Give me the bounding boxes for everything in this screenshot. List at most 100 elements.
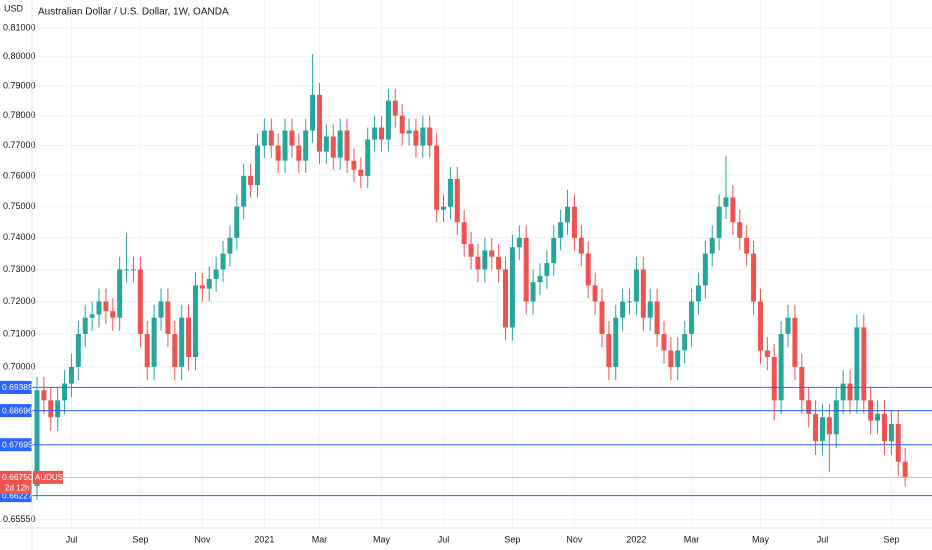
x-tick-label: 2022: [626, 534, 646, 544]
candle-body: [241, 175, 247, 207]
candle-body: [737, 222, 743, 238]
candle-body: [62, 383, 68, 401]
candle-body: [41, 390, 47, 401]
candle-body: [372, 127, 378, 140]
candle-body: [117, 269, 123, 318]
x-tick-label: Nov: [194, 534, 211, 544]
candle-body: [875, 413, 881, 421]
x-tick-label: Jul: [66, 534, 78, 544]
candles: [34, 53, 908, 501]
candle-body: [420, 127, 426, 146]
x-tick-label: Jul: [438, 534, 450, 544]
chart-title: Australian Dollar / U.S. Dollar, 1W, OAN…: [38, 7, 229, 18]
candle-body: [89, 314, 95, 318]
candle-body: [730, 197, 736, 223]
y-tick-label: 0.65550: [3, 514, 36, 524]
candle-body: [482, 250, 488, 270]
level-label-box: [0, 380, 32, 394]
y-tick-label: 0.80000: [3, 51, 36, 61]
symbol-box: [33, 470, 63, 484]
level-label-box: [0, 404, 32, 418]
candle-body: [847, 383, 853, 401]
candle-body: [757, 301, 763, 351]
x-tick-label: Nov: [566, 534, 583, 544]
candle-body: [461, 222, 467, 245]
candle-body: [792, 317, 798, 367]
level-label: 0.67695: [2, 439, 33, 449]
candle-body: [351, 160, 357, 170]
candle-body: [633, 269, 639, 302]
x-tick-label: Mar: [312, 534, 328, 544]
y-tick-label: 0.72000: [3, 296, 36, 306]
symbol-label: AUDUSD: [35, 473, 69, 482]
candle-body: [702, 253, 708, 286]
candle-body: [75, 333, 81, 367]
candle-body: [682, 333, 688, 351]
x-tick-label: May: [373, 534, 391, 544]
candle-body: [689, 301, 695, 334]
x-tick-label: Mar: [684, 534, 700, 544]
candle-body: [158, 301, 164, 318]
candle-body: [303, 130, 309, 161]
candle-body: [165, 301, 171, 334]
candle-body: [668, 350, 674, 367]
x-tick-label: 2021: [254, 534, 274, 544]
candle-body: [103, 301, 109, 312]
candle-body: [330, 136, 336, 158]
candle-body: [723, 197, 729, 207]
candle-body: [785, 317, 791, 334]
candle-body: [199, 285, 205, 289]
candle-body: [248, 175, 254, 186]
level-label: 0.69385: [2, 382, 33, 392]
candle-body: [254, 145, 260, 186]
candle-body: [661, 333, 667, 351]
candle-body: [489, 250, 495, 257]
candle-body: [268, 130, 274, 146]
x-tick-label: Jul: [817, 534, 829, 544]
level-label-box: [0, 438, 32, 452]
candle-body: [640, 269, 646, 318]
y-tick-label: 0.74000: [3, 232, 36, 242]
candle-body: [124, 269, 130, 271]
candle-body: [695, 285, 701, 302]
candle-body: [544, 263, 550, 276]
candle-body: [137, 269, 143, 334]
candle-body: [296, 145, 302, 161]
candle-body: [392, 100, 398, 116]
candle-body: [571, 206, 577, 238]
candle-body: [379, 127, 384, 140]
candle-body: [234, 206, 240, 238]
candle-body: [344, 130, 350, 161]
candle-body: [406, 130, 412, 134]
y-tick-label: 0.81000: [3, 22, 36, 32]
candle-body: [427, 127, 433, 146]
candle-body: [172, 333, 178, 367]
candle-body: [130, 269, 136, 271]
candle-body: [523, 237, 529, 302]
candle-body: [55, 400, 61, 418]
y-tick-label: 0.73000: [3, 264, 36, 274]
candle-body: [516, 237, 522, 248]
candle-body: [771, 356, 777, 401]
candle-body: [365, 139, 371, 176]
candle-body: [151, 317, 157, 367]
candle-body: [282, 130, 288, 161]
candle-body: [289, 130, 295, 146]
y-tick-label: 0.76000: [3, 170, 36, 180]
candle-body: [275, 145, 281, 161]
candle-body: [861, 327, 867, 401]
y-axis-label: USD: [4, 3, 24, 13]
x-tick-label: Sep: [132, 534, 148, 544]
candle-body: [509, 247, 515, 328]
candle-body: [751, 253, 757, 302]
candle-body: [799, 366, 805, 401]
candle-body: [227, 237, 233, 254]
y-tick-label: 0.78000: [3, 110, 36, 120]
last-price-box: [0, 470, 32, 494]
candle-body: [613, 317, 619, 367]
candle-body: [888, 424, 894, 442]
level-label: 0.68696: [2, 405, 33, 415]
candle-body: [592, 285, 598, 302]
candle-body: [537, 275, 543, 283]
candle-body: [551, 237, 557, 264]
